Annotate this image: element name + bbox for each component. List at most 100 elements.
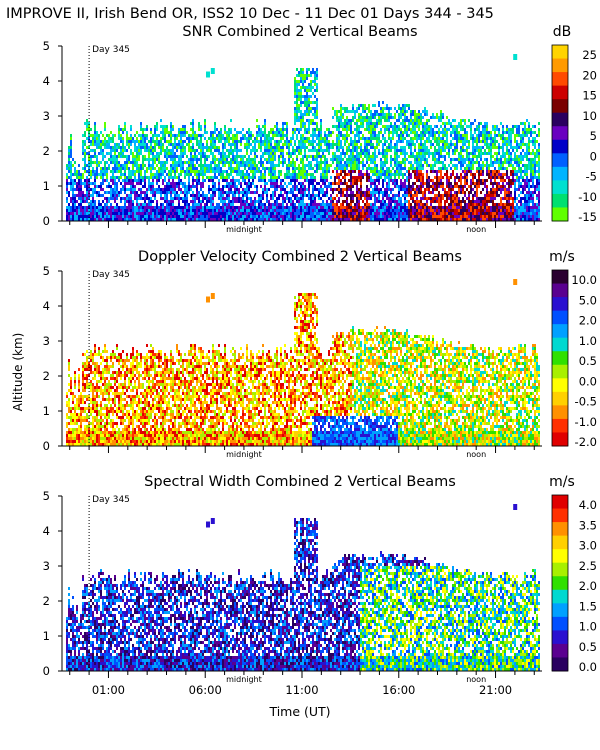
heatmap-cell bbox=[70, 164, 72, 167]
heatmap-cell bbox=[104, 140, 106, 143]
heatmap-cell bbox=[172, 158, 174, 161]
heatmap-cell bbox=[176, 143, 178, 146]
heatmap-cell bbox=[272, 158, 274, 161]
heatmap-cell bbox=[86, 218, 88, 221]
heatmap-cell bbox=[294, 164, 296, 167]
heatmap-cell bbox=[340, 194, 342, 197]
heatmap-cell bbox=[68, 161, 70, 164]
heatmap-cell bbox=[402, 152, 404, 155]
heatmap-cell bbox=[404, 125, 406, 128]
heatmap-cell bbox=[438, 134, 440, 137]
heatmap-cell bbox=[106, 203, 108, 206]
heatmap-cell bbox=[230, 200, 232, 203]
heatmap-cell bbox=[342, 128, 344, 131]
heatmap-cell bbox=[366, 107, 368, 110]
heatmap-cell bbox=[154, 125, 156, 128]
heatmap-cell bbox=[394, 122, 396, 125]
heatmap-cell bbox=[124, 185, 126, 188]
heatmap-cell bbox=[190, 134, 192, 137]
heatmap-cell bbox=[364, 128, 366, 131]
heatmap-cell bbox=[448, 182, 450, 185]
heatmap-cell bbox=[266, 161, 268, 164]
heatmap-cell bbox=[198, 158, 200, 161]
heatmap-cell bbox=[234, 218, 236, 221]
heatmap-cell bbox=[298, 170, 300, 173]
heatmap-cell bbox=[250, 185, 252, 188]
heatmap-cell bbox=[84, 185, 86, 188]
heatmap-cell bbox=[210, 146, 212, 149]
heatmap-cell bbox=[446, 218, 448, 221]
heatmap-cell bbox=[142, 140, 144, 143]
heatmap-cell bbox=[66, 179, 68, 182]
heatmap-cell bbox=[390, 179, 392, 182]
heatmap-cell bbox=[92, 140, 94, 143]
heatmap-cell bbox=[116, 155, 118, 158]
heatmap-cell bbox=[342, 203, 344, 206]
heatmap-cell bbox=[130, 191, 132, 194]
heatmap-cell bbox=[196, 173, 198, 176]
heatmap-cell bbox=[238, 155, 240, 158]
heatmap-cell bbox=[378, 191, 380, 194]
heatmap-cell bbox=[416, 206, 418, 209]
heatmap-cell bbox=[200, 185, 202, 188]
heatmap-cell bbox=[140, 197, 142, 200]
heatmap-cell bbox=[438, 218, 440, 221]
heatmap-cell bbox=[82, 158, 84, 161]
heatmap-cell bbox=[416, 116, 418, 119]
heatmap-cell bbox=[398, 185, 400, 188]
heatmap-cell bbox=[370, 176, 372, 179]
heatmap-cell bbox=[366, 140, 368, 143]
heatmap-cell bbox=[434, 182, 436, 185]
heatmap-cell bbox=[132, 209, 134, 212]
heatmap-cell bbox=[446, 176, 448, 179]
heatmap-cell bbox=[250, 161, 252, 164]
heatmap-cell bbox=[426, 185, 428, 188]
heatmap-cell bbox=[186, 191, 188, 194]
heatmap-cell bbox=[344, 212, 346, 215]
heatmap-cell bbox=[274, 173, 276, 176]
heatmap-cell bbox=[156, 182, 158, 185]
heatmap-cell bbox=[372, 170, 374, 173]
heatmap-cell bbox=[306, 95, 308, 98]
heatmap-cell bbox=[184, 128, 186, 131]
heatmap-cell bbox=[304, 164, 306, 167]
heatmap-cell bbox=[194, 149, 196, 152]
heatmap-cell bbox=[316, 77, 318, 80]
heatmap-cell bbox=[364, 194, 366, 197]
heatmap-cell bbox=[76, 185, 78, 188]
heatmap-cell bbox=[126, 194, 128, 197]
heatmap-cell bbox=[348, 206, 350, 209]
heatmap-cell bbox=[100, 173, 102, 176]
heatmap-cell bbox=[116, 146, 118, 149]
heatmap-cell bbox=[320, 125, 322, 128]
heatmap-cell bbox=[362, 158, 364, 161]
heatmap-cell bbox=[318, 212, 320, 215]
heatmap-cell bbox=[234, 179, 236, 182]
heatmap-cell bbox=[258, 218, 260, 221]
heatmap-cell bbox=[212, 191, 214, 194]
heatmap-cell bbox=[424, 146, 426, 149]
heatmap-cell bbox=[232, 194, 234, 197]
heatmap-cell bbox=[316, 134, 318, 137]
heatmap-cell bbox=[312, 128, 314, 131]
heatmap-cell bbox=[224, 179, 226, 182]
heatmap-cell bbox=[170, 170, 172, 173]
heatmap-cell bbox=[294, 206, 296, 209]
heatmap-cell bbox=[412, 110, 414, 113]
heatmap-cell bbox=[238, 191, 240, 194]
heatmap-cell bbox=[206, 170, 208, 173]
heatmap-cell bbox=[294, 80, 296, 83]
heatmap-cell bbox=[88, 137, 90, 140]
heatmap-cell bbox=[210, 167, 212, 170]
heatmap-cell bbox=[134, 185, 136, 188]
heatmap-cell bbox=[346, 164, 348, 167]
heatmap-cell bbox=[226, 170, 228, 173]
heatmap-cell bbox=[304, 176, 306, 179]
heatmap-cell bbox=[448, 185, 450, 188]
heatmap-cell bbox=[106, 152, 108, 155]
heatmap-cell bbox=[274, 176, 276, 179]
heatmap-cell bbox=[286, 122, 288, 125]
heatmap-cell bbox=[250, 215, 252, 218]
heatmap-cell bbox=[260, 185, 262, 188]
heatmap-cell bbox=[128, 200, 130, 203]
